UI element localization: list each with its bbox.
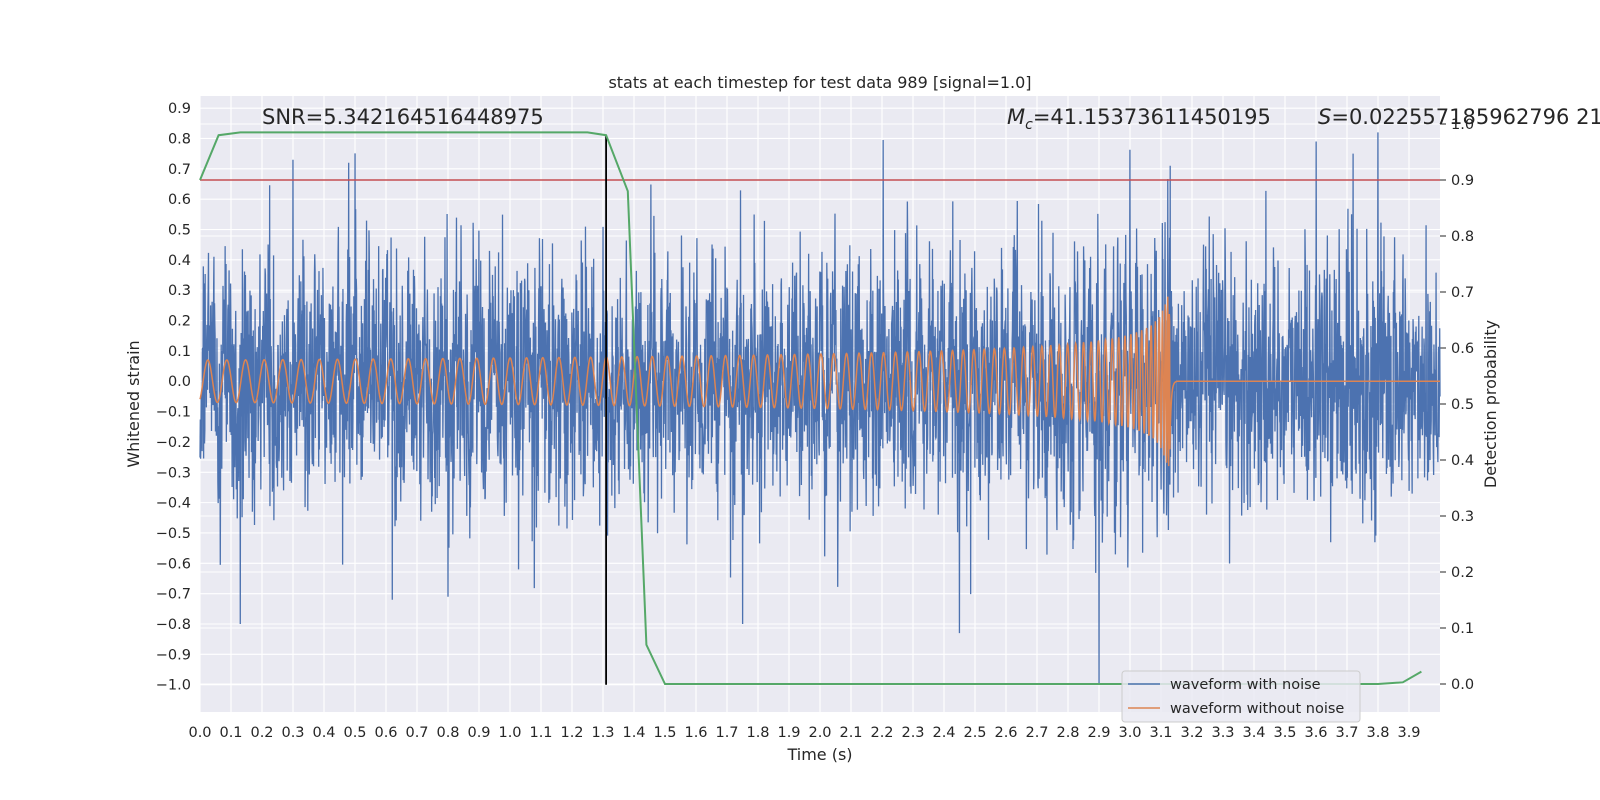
x-tick-label: 3.2 (1180, 725, 1203, 741)
x-tick-label: 2.2 (870, 725, 893, 741)
x-tick-label: 3.6 (1304, 725, 1327, 741)
x-tick-label: 0.8 (436, 725, 459, 741)
y2-tick-label: 0.5 (1451, 397, 1474, 413)
x-tick-label: 3.1 (1149, 725, 1172, 741)
chirp-mass-subscript: c (1025, 117, 1033, 133)
x-tick-label: 0.1 (219, 725, 242, 741)
x-tick-label: 2.0 (808, 725, 831, 741)
snr-annotation: SNR=5.342164516448975 (262, 105, 544, 129)
y-tick-label: −0.5 (156, 526, 191, 542)
x-tick-label: 2.8 (1056, 725, 1079, 741)
y-tick-label: −0.8 (156, 617, 191, 633)
x-tick-label: 1.0 (498, 725, 521, 741)
y2-axis-label: Detection probability (1481, 320, 1500, 488)
x-tick-label: 3.3 (1211, 725, 1234, 741)
series-waveform-with-noise (199, 132, 1441, 685)
x-tick-label: 1.4 (622, 725, 645, 741)
y-tick-label: −1.0 (156, 678, 191, 694)
y-tick-label: 0.8 (168, 131, 191, 147)
s-symbol: S (1318, 105, 1331, 129)
x-tick-label: 0.5 (343, 725, 366, 741)
x-tick-label: 3.0 (1118, 725, 1141, 741)
y-tick-label: 0.9 (168, 101, 191, 117)
x-tick-label: 1.7 (715, 725, 738, 741)
y2-tick-label: 0.0 (1451, 677, 1474, 693)
y2-axis-ticks: 1.0 0.9 0.8 0.7 0.6 0.5 0.4 0.3 0.2 0.1 0.0 (1440, 117, 1474, 693)
x-tick-label: 0.9 (467, 725, 490, 741)
y2-tick-label: 0.3 (1451, 509, 1474, 525)
y-tick-label: 0.6 (168, 192, 191, 208)
x-tick-label: 1.9 (777, 725, 800, 741)
y2-tick-label: 0.7 (1451, 285, 1474, 301)
y-axis-label: Whitened strain (124, 340, 143, 467)
s-value: =0.022557185962796 21 (1331, 105, 1600, 129)
x-tick-label: 2.1 (839, 725, 862, 741)
x-tick-label: 1.2 (560, 725, 583, 741)
legend: waveform with noise waveform without noi… (1121, 670, 1361, 723)
x-tick-label: 0.3 (281, 725, 304, 741)
y-tick-label: 0.7 (168, 162, 191, 178)
x-axis-label: Time (s) (786, 745, 852, 764)
x-tick-label: 0.0 (188, 725, 211, 741)
x-tick-label: 3.5 (1273, 725, 1296, 741)
legend-label-clean: waveform without noise (1170, 701, 1344, 717)
y2-tick-label: 0.4 (1451, 453, 1474, 469)
x-tick-label: 2.5 (963, 725, 986, 741)
x-tick-label: 3.9 (1397, 725, 1420, 741)
x-tick-label: 2.7 (1025, 725, 1048, 741)
x-tick-label: 1.1 (529, 725, 552, 741)
x-tick-label: 0.7 (405, 725, 428, 741)
chirp-mass-annotation: Mc=41.15373611450195 (1007, 105, 1271, 133)
legend-label-noise: waveform with noise (1170, 677, 1321, 693)
y-tick-label: 0.5 (168, 223, 191, 239)
x-tick-label: 1.8 (746, 725, 769, 741)
x-tick-label: 2.4 (932, 725, 955, 741)
y-tick-label: −0.3 (156, 465, 191, 481)
x-axis-ticks: 0.0 0.1 0.2 0.3 0.4 0.5 0.6 0.7 0.8 0.9 1.0 1.1 1.2 1… (188, 725, 1420, 741)
x-tick-label: 2.3 (901, 725, 924, 741)
x-tick-label: 0.4 (312, 725, 335, 741)
x-tick-label: 3.8 (1366, 725, 1389, 741)
y-tick-label: 0.2 (168, 314, 191, 330)
chart-title: stats at each timestep for test data 989… (608, 73, 1031, 92)
x-tick-label: 3.4 (1242, 725, 1265, 741)
y-tick-label: −0.1 (156, 405, 191, 421)
y-tick-label: −0.9 (156, 647, 191, 663)
x-tick-label: 1.3 (591, 725, 614, 741)
y2-tick-label: 0.9 (1451, 173, 1474, 189)
y-tick-label: 0.3 (168, 283, 191, 299)
x-tick-label: 0.6 (374, 725, 397, 741)
x-tick-label: 2.9 (1087, 725, 1110, 741)
x-tick-label: 2.6 (994, 725, 1017, 741)
y2-tick-label: 0.2 (1451, 565, 1474, 581)
legend-box (1121, 670, 1361, 723)
s-annotation: S=0.022557185962796 21 (1318, 105, 1600, 129)
y2-tick-label: 0.8 (1451, 229, 1474, 245)
y-axis-ticks: 0.9 0.8 0.7 0.6 0.5 0.4 0.3 0.2 0.1 0.0 −0.1 −0.2 −0… (156, 101, 191, 694)
y-tick-label: −0.4 (156, 496, 191, 512)
chirp-mass-symbol: M (1007, 105, 1025, 129)
x-tick-label: 3.7 (1335, 725, 1358, 741)
y-tick-label: −0.6 (156, 556, 191, 572)
x-tick-label: 0.2 (250, 725, 273, 741)
y2-tick-label: 0.1 (1451, 621, 1474, 637)
y-tick-label: −0.2 (156, 435, 191, 451)
y2-tick-label: 0.6 (1451, 341, 1474, 357)
x-tick-label: 1.6 (684, 725, 707, 741)
y-tick-label: −0.7 (156, 587, 191, 603)
y2-tick-label: 1.0 (1451, 117, 1474, 133)
y-tick-label: 0.0 (168, 374, 191, 390)
y-tick-label: 0.1 (168, 344, 191, 360)
chirp-mass-value: =41.15373611450195 (1033, 105, 1271, 129)
x-tick-label: 1.5 (653, 725, 676, 741)
y-tick-label: 0.4 (168, 253, 191, 269)
series-waveform-without-noise (199, 296, 1440, 467)
